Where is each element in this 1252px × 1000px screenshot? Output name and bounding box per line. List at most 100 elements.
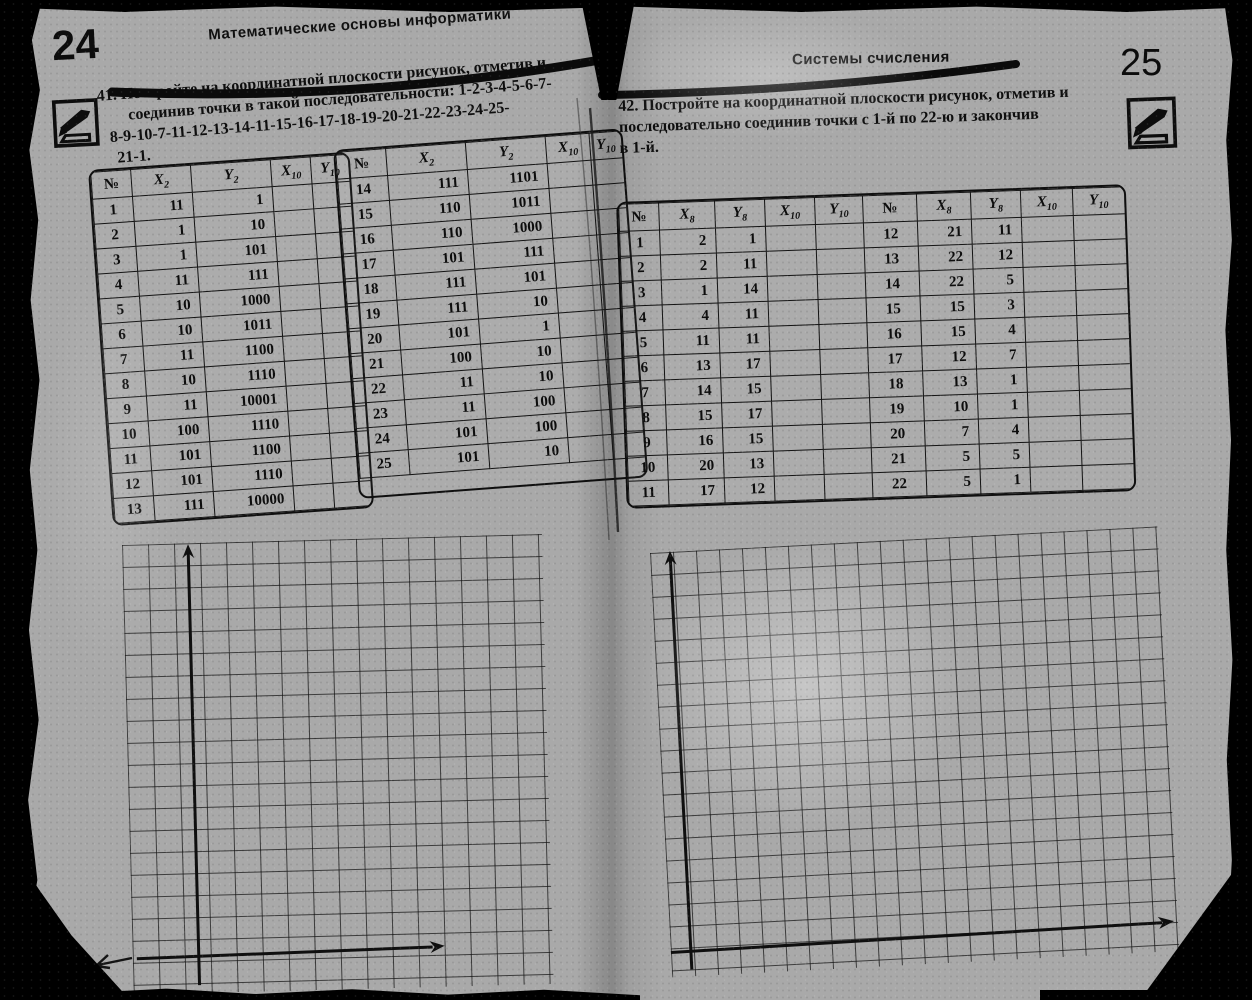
table-cell: 16 <box>666 427 724 455</box>
table-body: 1 11 1 2 1 10 3 1 101 4 11 111 5 10 1000 6 10 1011 7 11 1100… <box>92 181 373 524</box>
table-cell <box>556 284 603 314</box>
table-cell: 12 <box>863 220 919 248</box>
margin-pencil-icon-left <box>51 98 101 155</box>
table-cell <box>1021 215 1075 243</box>
table-cell <box>1025 340 1079 368</box>
table-cell: 5 <box>979 442 1031 469</box>
table-cell <box>275 233 318 262</box>
table-cell: 15 <box>920 319 976 346</box>
table-cell: 17 <box>867 345 923 373</box>
table-cell: 12 <box>921 344 977 371</box>
scan-border-right <box>1224 0 1252 1000</box>
table-cell <box>1078 363 1132 391</box>
table-cell <box>552 234 599 264</box>
table-cell: 13 <box>663 352 721 380</box>
table-cell: 4 <box>978 417 1030 444</box>
table-cell: 3 <box>973 292 1025 320</box>
table-cell: 18 <box>868 370 924 398</box>
axes-left <box>136 544 445 986</box>
table-cell: 18 <box>345 275 397 304</box>
table-cell <box>563 384 610 413</box>
table-cell: 11 <box>662 327 720 355</box>
table-cell: 8 <box>625 404 667 432</box>
table-cell <box>1081 438 1134 466</box>
table-cell <box>562 359 608 388</box>
table-cell <box>1026 365 1080 393</box>
table-cell: 4 <box>974 317 1026 345</box>
table-cell: 14 <box>664 377 722 405</box>
column-header: Y8 <box>970 190 1022 220</box>
table-cell: 17 <box>721 401 773 428</box>
table-cell: 5 <box>926 468 981 496</box>
table-cell: 22 <box>919 269 974 296</box>
table-cell <box>766 249 818 277</box>
table-cell: 19 <box>869 395 925 423</box>
table-cell: 9 <box>626 429 668 457</box>
table-cell: 17 <box>719 351 771 378</box>
scan-gutter-wedge-top <box>581 0 635 100</box>
table-cell <box>1075 288 1129 316</box>
table-cell: 8 <box>104 371 147 399</box>
table-cell <box>768 324 820 352</box>
table-cell <box>1022 240 1075 268</box>
table-cell <box>821 397 871 425</box>
table-cell: 13 <box>113 495 156 524</box>
table-cell: 17 <box>343 250 396 279</box>
table-cell: 5 <box>623 329 664 357</box>
column-header: X10 <box>270 156 313 187</box>
table-cell: 7 <box>975 342 1027 370</box>
table-cell <box>1074 238 1127 266</box>
table-cell: 14 <box>337 175 390 205</box>
table-cell: 20 <box>348 325 401 354</box>
table-cell <box>1023 290 1077 318</box>
table-cell <box>1023 265 1076 293</box>
table-cell: 22 <box>918 244 974 271</box>
table-cell <box>272 183 314 212</box>
table-cell <box>767 274 819 302</box>
table-cell: 21 <box>350 349 403 379</box>
table-cell: 13 <box>864 245 920 273</box>
column-header: Y8 <box>714 199 766 229</box>
table-cell: 1 <box>980 467 1031 494</box>
table-cell: 3 <box>621 279 663 307</box>
pencil-icon <box>51 98 100 148</box>
table-cell <box>565 409 612 438</box>
table-cell <box>590 157 625 186</box>
table-cell <box>818 322 868 350</box>
table-cell <box>817 272 866 300</box>
table-cell: 10000 <box>213 485 295 517</box>
table-cell: 11 <box>718 301 769 328</box>
table-cell: 11 <box>718 326 770 353</box>
table-cell: 11 <box>971 217 1023 245</box>
table-cell: 5 <box>925 443 981 471</box>
column-header: X10 <box>1020 188 1074 218</box>
column-header: Y10 <box>814 195 864 225</box>
axes-right <box>664 550 1174 970</box>
table-cell <box>554 259 601 289</box>
coordinate-table-42: № X8 Y8 X10 Y10 № X8 Y8 X10 Y10 1 2 1 12 21 11 2 2 11 13 22… <box>616 184 1137 509</box>
table-cell <box>289 433 332 462</box>
pencil-icon <box>1126 96 1178 150</box>
table-cell: 7 <box>624 379 666 407</box>
table-cell <box>1079 388 1133 416</box>
table-cell <box>560 334 606 363</box>
table-cell <box>282 333 325 362</box>
table-cell: 17 <box>668 477 726 505</box>
table-cell <box>815 222 865 250</box>
table-cell <box>774 474 826 502</box>
table-cell: 10 <box>108 420 150 449</box>
column-header: X10 <box>764 197 816 227</box>
table-cell: 21 <box>871 445 927 473</box>
table-cell <box>1029 440 1082 468</box>
table-cell: 111 <box>153 491 215 521</box>
table-cell <box>1073 213 1127 241</box>
table-cell: 24 <box>356 424 409 454</box>
column-header: Y10 <box>1072 186 1126 216</box>
column-header: № <box>335 148 388 180</box>
table-cell: 11 <box>716 251 768 279</box>
table-body: 1 2 1 12 21 11 2 2 11 13 22 12 3 1 14 14 22 5 4 4 11 15 15 3 5 11… <box>619 213 1135 507</box>
table-cell <box>1030 465 1083 493</box>
column-header: X8 <box>658 201 716 230</box>
table-cell: 7 <box>924 418 980 446</box>
